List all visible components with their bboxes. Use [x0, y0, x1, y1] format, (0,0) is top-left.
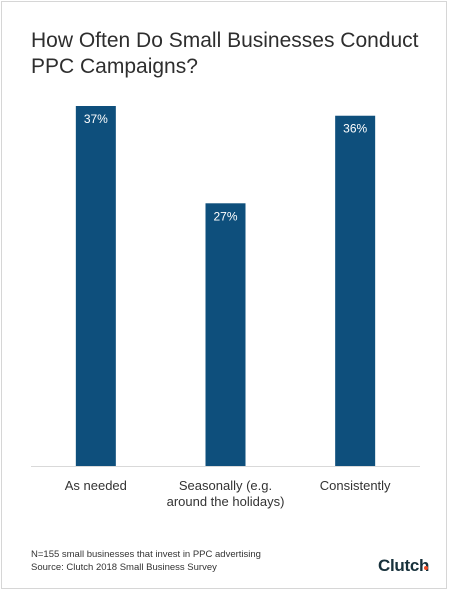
logo-accent-dot [424, 566, 428, 570]
source-note: Source: Clutch 2018 Small Business Surve… [31, 562, 217, 573]
clutch-logo: Clutch [378, 556, 429, 576]
footnote: N=155 small businesses that invest in PP… [31, 548, 261, 574]
bar [75, 106, 116, 466]
data-label: 27% [213, 209, 237, 223]
data-label: 36% [343, 122, 367, 136]
logo-text: Clutch [378, 556, 430, 575]
category-label: As needed [65, 478, 127, 493]
bar [335, 115, 376, 466]
data-label: 37% [84, 112, 108, 126]
category-label: Seasonally (e.g. around the holidays) [167, 478, 285, 509]
category-label: Consistently [320, 478, 391, 493]
chart-title: How Often Do Small Businesses Conduct PP… [31, 29, 419, 78]
sample-size-note: N=155 small businesses that invest in PP… [31, 549, 261, 560]
bar [205, 203, 246, 466]
